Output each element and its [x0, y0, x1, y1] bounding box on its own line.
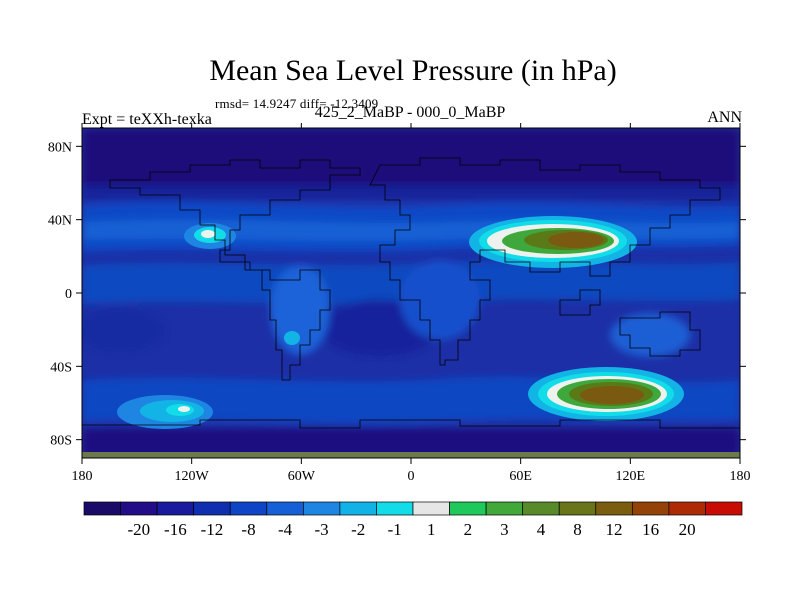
colorbar-swatch: [485, 501, 524, 516]
colorbar: -20 -16 -12 -8 -4 -3 -2 -1 1 2 3 4 8 12 16 20: [83, 501, 743, 539]
x-tick-label: 180: [72, 469, 93, 484]
colorbar-swatch: [522, 501, 560, 516]
colorbar-swatch: [705, 501, 743, 516]
colorbar-label: -8: [241, 520, 255, 539]
chart-title: Mean Sea Level Pressure (in hPa): [209, 54, 617, 87]
colorbar-label: -20: [127, 520, 150, 539]
colorbar-label: 2: [464, 520, 473, 539]
x-tick-label: 180: [730, 469, 751, 484]
colorbar-swatch: [339, 501, 377, 516]
pressure-field: [82, 128, 740, 458]
coastline-india: [559, 289, 601, 316]
south-pacific-low: [82, 308, 165, 352]
colorbar-swatch: [229, 501, 268, 516]
andes-high: [284, 331, 300, 345]
x-tick-label: 60W: [288, 469, 316, 484]
x-tick-label: 60E: [509, 469, 532, 484]
y-tick-label: 0: [65, 287, 72, 302]
colorbar-swatch: [302, 501, 341, 516]
coastlines: [82, 157, 740, 429]
x-tick-label: 120W: [175, 469, 210, 484]
colorbar-label: -3: [315, 520, 329, 539]
colorbar-swatch: [156, 501, 195, 516]
colorbar-label: -16: [164, 520, 187, 539]
y-tick-label: 40N: [48, 214, 72, 229]
southern-high: [528, 367, 684, 421]
plot-area: [82, 128, 740, 458]
colorbar-swatch: [376, 501, 414, 516]
asian-high-core: [548, 232, 604, 248]
coastline-australia: [619, 311, 701, 357]
y-tick-label: 80S: [50, 434, 72, 449]
colorbar-label: 8: [573, 520, 582, 539]
pacific-south-high-core: [178, 406, 190, 412]
colorbar-swatch: [631, 501, 670, 516]
colorbar-swatch: [595, 501, 633, 516]
colorbar-swatch: [668, 501, 706, 516]
colorbar-swatch: [412, 501, 450, 516]
season-label: ANN: [707, 109, 742, 126]
x-tick-label: 0: [408, 469, 415, 484]
colorbar-swatch: [449, 501, 487, 516]
period-label: 425_2_MaBP - 000_0_MaBP: [314, 104, 506, 121]
asian-high: [469, 216, 637, 268]
experiment-label: Expt = teXXh-texka: [82, 111, 212, 128]
colorbar-label: 3: [500, 520, 509, 539]
south-pole-strip: [82, 452, 740, 458]
colorbar-label: -4: [278, 520, 293, 539]
colorbar-label: 4: [537, 520, 546, 539]
y-tick-label: 80N: [48, 140, 72, 155]
arctic-low-band: [82, 128, 740, 190]
colorbar-label: 12: [606, 520, 623, 539]
colorbar-label: -2: [351, 520, 365, 539]
colorbar-label: 16: [642, 520, 659, 539]
south-america-field: [270, 265, 330, 355]
coastline-afro-eurasia: [369, 157, 721, 366]
y-axis: 80N 40N 0 40S 80S: [48, 140, 746, 449]
southern-high-core: [580, 386, 644, 404]
pacific-north-high-core: [201, 230, 215, 238]
y-tick-label: 40S: [50, 360, 72, 375]
x-axis: 180 120W 60W 0 60E 120E 180: [72, 123, 751, 484]
colorbar-label: -1: [388, 520, 402, 539]
pacific-north-high: [184, 223, 236, 249]
northern-midlatitude-core: [82, 219, 740, 242]
arctic-transition-band: [82, 185, 740, 199]
pacific-south-high: [117, 395, 213, 429]
colorbar-label: -12: [201, 520, 224, 539]
x-tick-label: 120E: [616, 469, 646, 484]
colorbar-swatch: [120, 501, 158, 516]
colorbar-swatch: [83, 501, 121, 516]
colorbar-swatch: [193, 501, 231, 516]
coastline-antarctica: [82, 419, 740, 429]
colorbar-swatch: [558, 501, 597, 516]
colorbar-label: 20: [679, 520, 696, 539]
colorbar-swatch: [266, 501, 304, 516]
stats-line: rmsd= 14.9247 diff= -12.3409: [215, 96, 379, 111]
coastline-americas: [109, 159, 361, 381]
colorbar-label: 1: [427, 520, 436, 539]
